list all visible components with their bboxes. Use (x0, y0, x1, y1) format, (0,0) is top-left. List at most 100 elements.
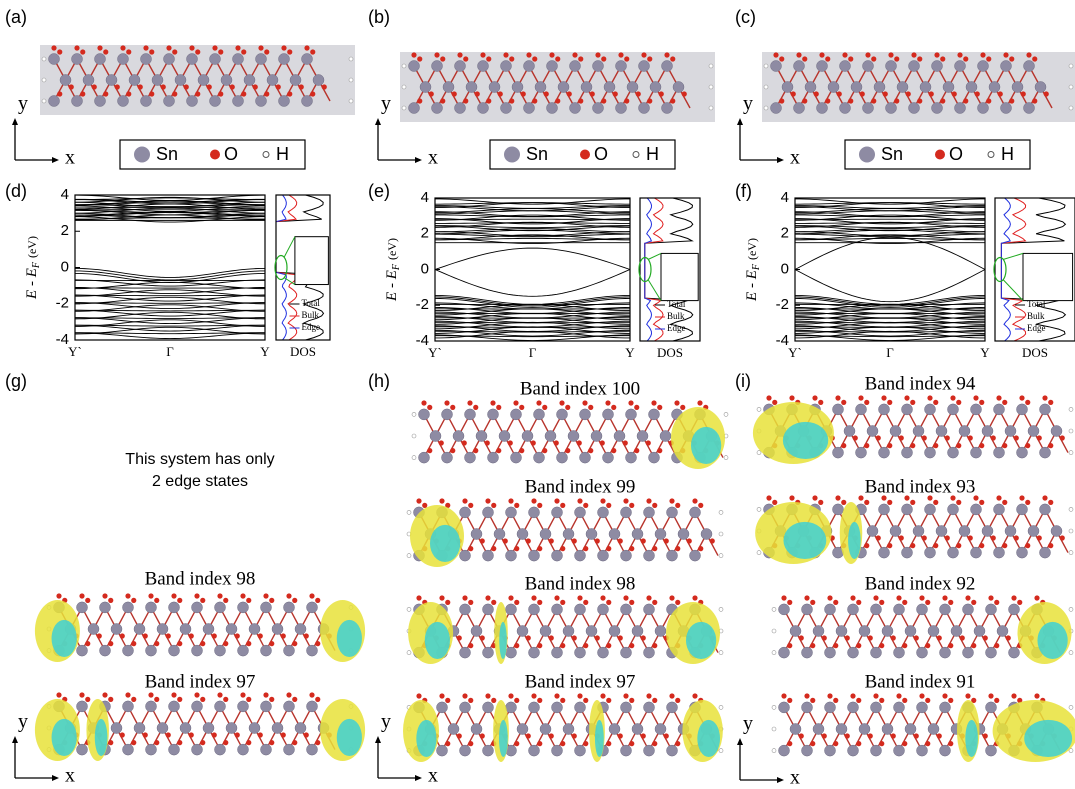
o-atom (629, 741, 634, 746)
legend-text: O (594, 144, 608, 164)
o-atom (468, 698, 473, 703)
sn-atom (295, 723, 306, 734)
o-atom (218, 91, 223, 96)
sn-atom (552, 702, 563, 713)
sn-atom (662, 61, 673, 72)
y-label-main: E - E (384, 270, 400, 302)
sn-atom (655, 626, 666, 637)
sn-atom (650, 82, 661, 93)
y-tick-label: -2 (416, 296, 429, 313)
sn-atom (833, 447, 844, 458)
sn-atom (540, 724, 551, 735)
sn-atom (134, 723, 145, 734)
sn-atom (586, 529, 597, 540)
o-atom (652, 741, 657, 746)
o-atom (1014, 435, 1019, 440)
sn-atom (313, 75, 324, 86)
zoom-inset (661, 253, 698, 300)
o-atom (891, 635, 896, 640)
o-atom (131, 697, 136, 702)
o-atom (833, 643, 838, 648)
o-atom (894, 56, 899, 61)
o-atom (468, 741, 473, 746)
h-atom (719, 749, 723, 753)
o-atom (292, 740, 297, 745)
o-atom (519, 448, 524, 453)
sn-atom (971, 404, 982, 415)
o-atom (1003, 52, 1008, 57)
o-atom (611, 405, 616, 410)
o-atom (657, 405, 662, 410)
o-atom (781, 693, 786, 698)
h-atom (1069, 705, 1073, 709)
legend-text: Edge (1027, 323, 1046, 333)
o-atom (74, 45, 79, 50)
sn-atom (1040, 504, 1051, 515)
o-atom (629, 643, 634, 648)
sn-atom (279, 96, 290, 107)
band-line (75, 333, 265, 334)
sn-atom (879, 547, 890, 558)
o-atom (207, 84, 212, 89)
sn-atom (478, 61, 489, 72)
o-atom (102, 692, 107, 697)
sn-atom (77, 645, 88, 656)
o-atom (241, 91, 246, 96)
o-atom (888, 52, 893, 57)
o-atom (623, 498, 628, 503)
o-atom (618, 538, 623, 543)
y-tick-label: 0 (61, 258, 69, 275)
sn-atom (575, 507, 586, 518)
o-atom (641, 733, 646, 738)
o-atom (850, 693, 855, 698)
o-atom (952, 91, 957, 96)
o-atom (286, 692, 291, 697)
sn-atom (141, 96, 152, 107)
o-atom (115, 84, 120, 89)
sn-atom (925, 447, 936, 458)
h-atom (764, 64, 768, 68)
sn-atom (603, 452, 614, 463)
o-atom (480, 733, 485, 738)
o-atom (600, 440, 605, 445)
o-atom (143, 633, 148, 638)
sn-atom (871, 702, 882, 713)
sn-atom (621, 647, 632, 658)
arrow-head (12, 118, 59, 163)
o-atom (583, 503, 588, 508)
o-atom (486, 98, 491, 103)
o-atom (600, 498, 605, 503)
o-atom (818, 400, 823, 405)
panel-label: (e) (368, 181, 390, 201)
o-atom (871, 98, 876, 103)
band-line (795, 307, 985, 313)
o-atom (457, 635, 462, 640)
sn-atom (951, 626, 962, 637)
band-line (435, 248, 630, 269)
sn-atom (284, 602, 295, 613)
o-atom (942, 693, 947, 698)
o-atom (108, 740, 113, 745)
h-atom (757, 507, 761, 511)
o-atom (837, 91, 842, 96)
o-atom (606, 600, 611, 605)
h-atom (1069, 64, 1073, 68)
sn-atom (540, 529, 551, 540)
o-atom (475, 91, 480, 96)
o-atom (917, 98, 922, 103)
sn-atom (649, 452, 660, 463)
sn-atom (1028, 526, 1039, 537)
o-atom (508, 693, 513, 698)
o-atom (825, 98, 830, 103)
sn-atom (598, 604, 609, 615)
legend-text: O (949, 144, 963, 164)
o-atom (937, 635, 942, 640)
o-atom (864, 500, 869, 505)
o-atom (910, 500, 915, 505)
h-atom (1069, 507, 1073, 511)
o-atom (184, 84, 189, 89)
o-atom (647, 56, 652, 61)
state-title: Band index 97 (145, 671, 256, 692)
o-atom (925, 698, 930, 703)
sn-atom (307, 602, 318, 613)
